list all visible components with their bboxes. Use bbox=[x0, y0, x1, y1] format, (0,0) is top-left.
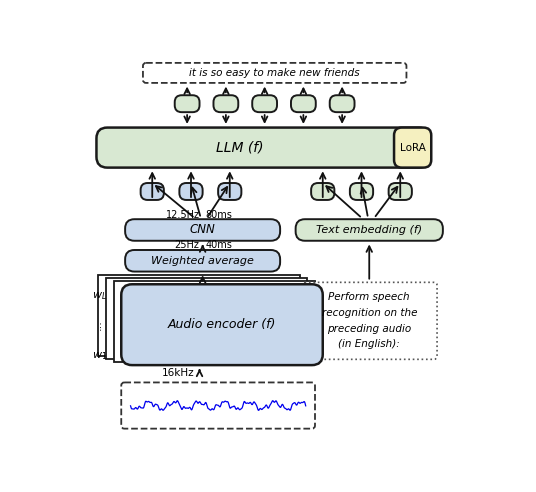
FancyBboxPatch shape bbox=[394, 127, 431, 168]
FancyBboxPatch shape bbox=[311, 183, 334, 200]
FancyBboxPatch shape bbox=[121, 284, 323, 365]
FancyBboxPatch shape bbox=[143, 63, 406, 83]
Text: Perform speech
recognition on the
preceding audio
(in English):: Perform speech recognition on the preced… bbox=[322, 292, 417, 349]
Text: $w_L$: $w_L$ bbox=[92, 291, 107, 303]
Text: 80ms: 80ms bbox=[206, 210, 233, 219]
FancyBboxPatch shape bbox=[96, 127, 430, 168]
Text: Weighted average: Weighted average bbox=[151, 256, 254, 266]
FancyBboxPatch shape bbox=[125, 250, 280, 272]
FancyBboxPatch shape bbox=[213, 95, 239, 112]
Text: Audio encoder (f): Audio encoder (f) bbox=[168, 318, 276, 331]
FancyBboxPatch shape bbox=[218, 183, 241, 200]
FancyBboxPatch shape bbox=[291, 95, 316, 112]
FancyBboxPatch shape bbox=[330, 95, 354, 112]
FancyBboxPatch shape bbox=[350, 183, 373, 200]
FancyBboxPatch shape bbox=[296, 219, 443, 241]
FancyBboxPatch shape bbox=[121, 382, 315, 429]
Text: 40ms: 40ms bbox=[206, 241, 233, 250]
Bar bbox=[98, 275, 300, 356]
FancyBboxPatch shape bbox=[252, 95, 277, 112]
FancyBboxPatch shape bbox=[301, 282, 437, 359]
Text: LoRA: LoRA bbox=[400, 143, 426, 153]
FancyBboxPatch shape bbox=[389, 183, 412, 200]
Bar bbox=[106, 278, 307, 359]
FancyBboxPatch shape bbox=[180, 183, 203, 200]
Text: 16kHz: 16kHz bbox=[162, 368, 195, 378]
Text: 12.5Hz: 12.5Hz bbox=[166, 210, 199, 219]
FancyBboxPatch shape bbox=[125, 219, 280, 241]
Text: $w_1$: $w_1$ bbox=[92, 350, 107, 362]
Text: ...: ... bbox=[93, 319, 103, 330]
Text: it is so easy to make new friends: it is so easy to make new friends bbox=[189, 68, 360, 78]
Text: CNN: CNN bbox=[190, 223, 215, 237]
FancyBboxPatch shape bbox=[140, 183, 164, 200]
Bar bbox=[114, 281, 315, 362]
Text: Text embedding (f): Text embedding (f) bbox=[316, 225, 422, 235]
FancyBboxPatch shape bbox=[175, 95, 199, 112]
Text: 25Hz: 25Hz bbox=[175, 241, 199, 250]
Text: LLM (f): LLM (f) bbox=[216, 141, 264, 154]
